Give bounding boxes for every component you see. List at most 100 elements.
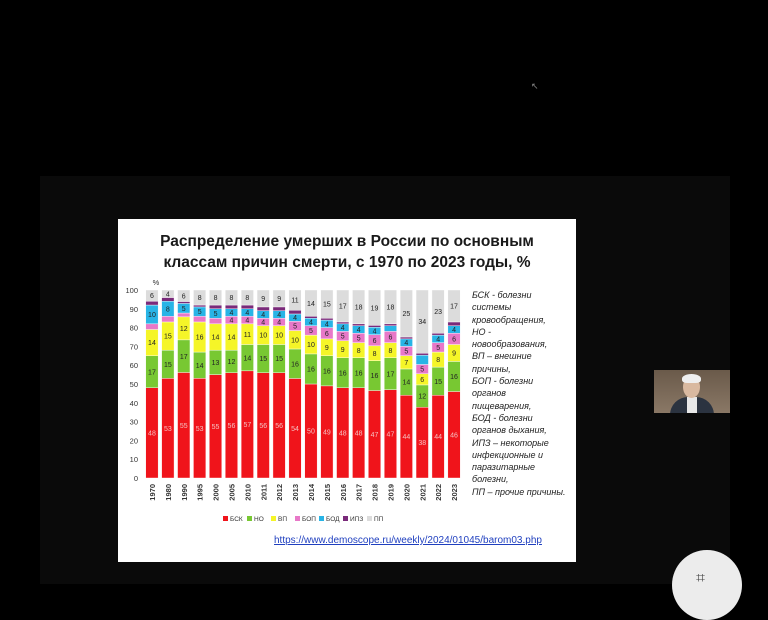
data-label: 55 [180, 423, 188, 430]
data-label: 6 [150, 293, 154, 300]
data-label: 53 [164, 426, 172, 433]
data-label: 6 [325, 331, 329, 338]
data-label: 4 [309, 320, 313, 327]
data-label: 56 [275, 423, 283, 430]
source-link[interactable]: https://www.demoscope.ru/weekly/2024/010… [274, 535, 542, 546]
data-label: 4 [277, 312, 281, 319]
data-label: 8 [198, 295, 202, 302]
bar-segment-ПП [320, 289, 334, 319]
bar-segment-ИПЗ [384, 323, 397, 326]
data-label: 4 [245, 310, 249, 317]
x-tick-label: 2000 [212, 484, 221, 501]
data-label: 55 [212, 424, 220, 431]
bar-segment-ПП [415, 289, 429, 354]
data-label: 4 [373, 329, 377, 336]
data-label: 4 [229, 318, 233, 325]
legend-entry: ПП [374, 516, 384, 523]
data-label: 12 [228, 359, 236, 366]
data-label: 34 [418, 319, 426, 326]
legend-swatch-НО [247, 516, 252, 521]
data-label: 9 [261, 296, 265, 303]
x-tick-label: 1990 [180, 484, 189, 501]
participant-video-thumbnail[interactable] [654, 370, 730, 413]
data-label: 11 [291, 298, 298, 305]
data-label: 16 [196, 335, 204, 342]
bar-segment-ПП [240, 289, 254, 306]
data-label: 16 [450, 374, 458, 381]
bar-segment-БОП [209, 317, 222, 325]
bar-segment-ИПЗ [272, 306, 286, 311]
data-label: 9 [341, 347, 345, 354]
data-label: 11 [244, 332, 251, 339]
bar-segment-ПП [256, 289, 270, 308]
legend-swatch-БОП [295, 516, 300, 521]
data-label: 9 [452, 351, 456, 358]
x-tick-label: 2023 [450, 484, 459, 501]
data-label: 17 [148, 369, 156, 376]
data-label: 8 [229, 295, 233, 302]
data-label: 10 [259, 333, 267, 340]
data-label: 4 [166, 291, 170, 298]
data-label: 16 [371, 373, 379, 380]
x-tick-label: 2018 [371, 484, 380, 501]
y-tick-label: 100 [125, 286, 138, 295]
bar-segment-ПП [288, 289, 302, 311]
data-label: 10 [148, 312, 156, 319]
data-label: 15 [275, 356, 283, 363]
data-label: 4 [341, 325, 345, 332]
legend-text-line: болезни, [472, 474, 509, 485]
data-label: 10 [291, 337, 299, 344]
data-label: 56 [259, 423, 267, 430]
data-label: 18 [355, 305, 363, 312]
y-tick-label: 10 [130, 455, 138, 464]
data-label: 5 [198, 309, 202, 316]
x-tick-label: 2005 [227, 484, 236, 501]
data-label: 38 [418, 440, 426, 447]
data-label: 5 [404, 349, 408, 356]
data-label: 5 [357, 336, 361, 343]
bar-segment-ПП [209, 289, 222, 306]
bar-segment-ИПЗ [320, 317, 334, 321]
data-label: 48 [355, 430, 363, 437]
data-label: 10 [307, 342, 315, 349]
legend-text-line: ВП – внешние [472, 351, 532, 362]
data-label: 17 [387, 371, 395, 378]
bar-segment-БОД [415, 354, 429, 365]
cause-legend-text: БСК - болезни системы кровообращения, НО - н… [472, 289, 576, 498]
y-tick-label: 60 [130, 361, 138, 370]
bar-segment-ПП [384, 289, 397, 325]
y-tick-label: 0 [134, 474, 138, 483]
x-tick-label: 2014 [307, 483, 316, 501]
data-label: 15 [259, 356, 267, 363]
data-label: 12 [418, 394, 426, 401]
bar-segment-БОП [145, 323, 159, 330]
data-label: 5 [293, 324, 297, 331]
legend-swatch-ВП [271, 516, 276, 521]
y-axis-label: % [153, 278, 160, 287]
data-label: 48 [148, 430, 156, 437]
data-label: 5 [436, 345, 440, 352]
bar-segment-ИПЗ [193, 304, 207, 308]
bar-segment-ИПЗ [145, 301, 159, 306]
bar-segment-ИПЗ [336, 321, 350, 325]
data-label: 6 [388, 335, 392, 342]
bar-segment-ПП [304, 289, 318, 317]
screen-capture-button[interactable]: ⌗ [672, 550, 742, 620]
bar-segment-БОД [384, 325, 397, 332]
data-label: 19 [371, 305, 379, 312]
bar-segment-БОП [161, 316, 175, 323]
data-label: 5 [214, 311, 218, 318]
bar-segment-ПП [431, 289, 445, 334]
data-label: 17 [339, 304, 347, 311]
presentation-slide: Распределение умерших в России по основн… [118, 219, 576, 562]
legend-text-line: ИПЗ – некоторые [472, 437, 549, 448]
data-label: 14 [212, 335, 220, 342]
data-label: 16 [291, 361, 299, 368]
bar-segment-ИПЗ [304, 316, 318, 319]
y-tick-label: 50 [130, 380, 138, 389]
x-tick-label: 2010 [243, 484, 252, 501]
data-label: 8 [166, 306, 170, 313]
x-tick-label: 2012 [275, 484, 284, 501]
screen: Распределение умерших в России по основн… [118, 81, 742, 620]
data-label: 18 [387, 305, 395, 312]
